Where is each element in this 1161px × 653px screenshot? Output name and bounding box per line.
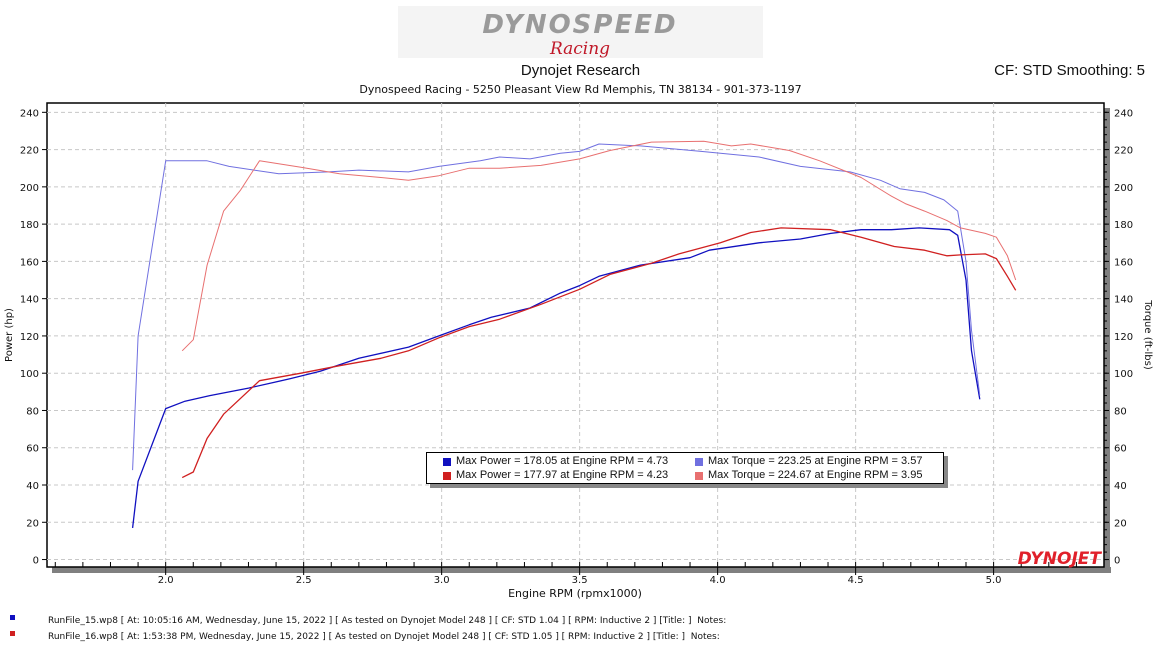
legend-label: Max Power = 177.97 at Engine RPM = 4.23 xyxy=(456,469,669,481)
y-tick-label: 140 xyxy=(20,295,39,306)
series-line-runfile-15-power xyxy=(131,227,981,528)
legend-swatch xyxy=(443,471,451,480)
y-axis-title: Power (hp) xyxy=(4,308,15,362)
plot-frame xyxy=(46,102,1105,568)
y2-tick-label: 0 xyxy=(1114,556,1120,567)
y-tick-label: 240 xyxy=(20,108,39,119)
x-tick-label: 4.5 xyxy=(848,575,864,586)
series-line-runfile-16-power xyxy=(181,227,1017,479)
run-15-note: RunFile_15.wp8 [ At: 10:05:16 AM, Wednes… xyxy=(48,616,727,626)
y2-tick-label: 200 xyxy=(1114,183,1133,194)
series-line-runfile-15-torque xyxy=(132,143,981,471)
y-tick-label: 80 xyxy=(26,406,39,417)
x-tick-label: 3.5 xyxy=(572,575,588,586)
legend-swatch xyxy=(443,457,451,466)
y2-tick-label: 100 xyxy=(1114,369,1133,380)
plot-area xyxy=(46,102,1111,573)
svg-text:Racing: Racing xyxy=(549,39,610,58)
correction-factor-label: CF: STD Smoothing: 5 xyxy=(994,62,1145,79)
legend-item: Max Power = 178.05 at Engine RPM = 4.73 xyxy=(443,455,668,468)
legend-swatch xyxy=(695,471,703,480)
y-tick-label: 200 xyxy=(20,183,39,194)
legend-item: Max Torque = 223.25 at Engine RPM = 3.57 xyxy=(695,455,922,468)
svg-text:DYNOSPEED: DYNOSPEED xyxy=(482,10,677,40)
y-tick-label: 160 xyxy=(20,257,39,268)
y2-axis-title: Torque (ft-lbs) xyxy=(1142,299,1153,370)
y-tick-label: 120 xyxy=(20,332,39,343)
chart-subtitle: Dynospeed Racing - 5250 Pleasant View Rd… xyxy=(359,83,802,96)
x-tick-label: 3.0 xyxy=(434,575,450,586)
y-tick-label: 0 xyxy=(33,556,39,567)
x-tick-label: 2.5 xyxy=(296,575,312,586)
legend-item: Max Torque = 224.67 at Engine RPM = 3.95 xyxy=(695,469,922,482)
axes: 0 0 20 20 40 40 60 60 80 80 100 100 120 120 140 140 160 1… xyxy=(20,108,1133,586)
dynospeed-racing-logo: DYNOSPEED Racing xyxy=(398,6,763,58)
y2-tick-label: 40 xyxy=(1114,481,1127,492)
run-16-marker xyxy=(10,631,15,636)
y-tick-label: 180 xyxy=(20,220,39,231)
axis-shadow xyxy=(1104,108,1110,572)
y2-tick-label: 60 xyxy=(1114,444,1127,455)
dynojet-watermark: DYNOJET xyxy=(1018,549,1103,569)
y2-tick-label: 180 xyxy=(1114,220,1133,231)
series-line-runfile-16-torque xyxy=(181,140,1017,352)
chart-title: Dynojet Research xyxy=(520,62,641,79)
legend: Max Power = 178.05 at Engine RPM = 4.73 … xyxy=(426,452,944,484)
y-tick-label: 220 xyxy=(20,146,39,157)
y-tick-label: 40 xyxy=(26,481,39,492)
y2-tick-label: 160 xyxy=(1114,257,1133,268)
y2-tick-label: 120 xyxy=(1114,332,1133,343)
y-tick-label: 100 xyxy=(20,369,39,380)
x-tick-label: 5.0 xyxy=(986,575,1002,586)
legend-label: Max Torque = 224.67 at Engine RPM = 3.95 xyxy=(708,469,923,481)
axis-shadow xyxy=(52,567,1111,573)
y2-tick-label: 140 xyxy=(1114,295,1133,306)
run-16-note: RunFile_16.wp8 [ At: 1:53:38 PM, Wednesd… xyxy=(48,632,720,642)
x-axis-title: Engine RPM (rpmx1000) xyxy=(508,587,642,600)
legend-label: Max Torque = 223.25 at Engine RPM = 3.57 xyxy=(708,455,923,467)
y2-tick-label: 220 xyxy=(1114,146,1133,157)
legend-item: Max Power = 177.97 at Engine RPM = 4.23 xyxy=(443,469,668,482)
legend-swatch xyxy=(695,457,703,466)
y-tick-label: 60 xyxy=(26,444,39,455)
y2-tick-label: 240 xyxy=(1114,108,1133,119)
x-tick-label: 2.0 xyxy=(158,575,174,586)
y2-tick-label: 80 xyxy=(1114,406,1127,417)
run-15-marker xyxy=(10,615,15,620)
x-tick-label: 4.0 xyxy=(710,575,726,586)
y2-tick-label: 20 xyxy=(1114,518,1127,529)
series-lines xyxy=(131,140,1017,528)
legend-label: Max Power = 178.05 at Engine RPM = 4.73 xyxy=(456,455,669,467)
y-tick-label: 20 xyxy=(26,518,39,529)
